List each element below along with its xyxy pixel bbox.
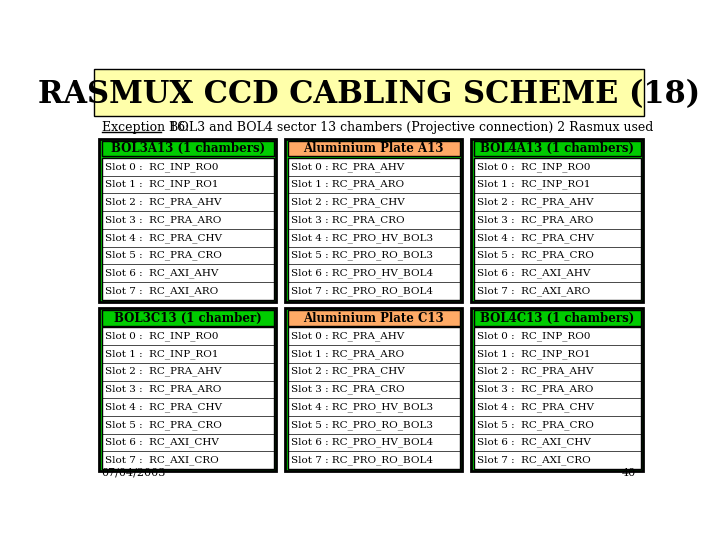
Text: Slot 3 :  RC_PRA_ARO: Slot 3 : RC_PRA_ARO <box>104 384 221 394</box>
Text: Aluminium Plate C13: Aluminium Plate C13 <box>303 312 444 325</box>
Text: Slot 4 :  RC_PRA_CHV: Slot 4 : RC_PRA_CHV <box>477 402 594 412</box>
FancyBboxPatch shape <box>474 141 641 157</box>
Text: 07/04/2003: 07/04/2003 <box>102 468 166 478</box>
Text: BOL4A13 (1 chambers): BOL4A13 (1 chambers) <box>480 142 634 155</box>
Text: Slot 1 : RC_PRA_ARO: Slot 1 : RC_PRA_ARO <box>291 180 404 190</box>
Text: Slot 5 : RC_PRO_RO_BOL3: Slot 5 : RC_PRO_RO_BOL3 <box>291 251 433 260</box>
Text: Slot 0 :  RC_INP_RO0: Slot 0 : RC_INP_RO0 <box>104 332 218 341</box>
FancyBboxPatch shape <box>102 158 274 300</box>
Text: Slot 4 : RC_PRO_HV_BOL3: Slot 4 : RC_PRO_HV_BOL3 <box>291 233 433 242</box>
Text: Slot 2 :  RC_PRA_AHV: Slot 2 : RC_PRA_AHV <box>104 198 221 207</box>
Text: BOL3C13 (1 chamber): BOL3C13 (1 chamber) <box>114 312 261 325</box>
FancyBboxPatch shape <box>474 327 641 469</box>
Text: Slot 0 :  RC_INP_RO0: Slot 0 : RC_INP_RO0 <box>477 162 590 172</box>
Text: Slot 3 :  RC_PRA_ARO: Slot 3 : RC_PRA_ARO <box>477 215 593 225</box>
FancyBboxPatch shape <box>287 310 459 326</box>
FancyBboxPatch shape <box>102 310 274 326</box>
Text: Slot 0 :  RC_INP_RO0: Slot 0 : RC_INP_RO0 <box>477 332 590 341</box>
Text: Slot 0 : RC_PRA_AHV: Slot 0 : RC_PRA_AHV <box>291 332 404 341</box>
Text: Slot 5 :  RC_PRA_CRO: Slot 5 : RC_PRA_CRO <box>477 251 593 260</box>
Text: Slot 7 :  RC_AXI_ARO: Slot 7 : RC_AXI_ARO <box>104 286 218 295</box>
FancyBboxPatch shape <box>102 327 274 469</box>
Text: Slot 4 :  RC_PRA_CHV: Slot 4 : RC_PRA_CHV <box>104 233 222 242</box>
FancyBboxPatch shape <box>474 310 641 326</box>
Text: Slot 0 : RC_PRA_AHV: Slot 0 : RC_PRA_AHV <box>291 162 404 172</box>
Text: Slot 5 :  RC_PRA_CRO: Slot 5 : RC_PRA_CRO <box>104 251 222 260</box>
Text: Slot 1 :  RC_INP_RO1: Slot 1 : RC_INP_RO1 <box>104 349 218 359</box>
FancyBboxPatch shape <box>102 141 274 157</box>
Text: Slot 2 :  RC_PRA_AHV: Slot 2 : RC_PRA_AHV <box>477 367 593 376</box>
FancyBboxPatch shape <box>94 69 644 117</box>
Text: Slot 4 :  RC_PRA_CHV: Slot 4 : RC_PRA_CHV <box>477 233 594 242</box>
Text: Slot 2 :  RC_PRA_AHV: Slot 2 : RC_PRA_AHV <box>104 367 221 376</box>
Text: Slot 6 : RC_PRO_HV_BOL4: Slot 6 : RC_PRO_HV_BOL4 <box>291 268 433 278</box>
Text: Aluminium Plate A13: Aluminium Plate A13 <box>303 142 444 155</box>
Text: Slot 1 : RC_PRA_ARO: Slot 1 : RC_PRA_ARO <box>291 349 404 359</box>
Text: Slot 3 :  RC_PRA_ARO: Slot 3 : RC_PRA_ARO <box>477 384 593 394</box>
Text: Slot 6 :  RC_AXI_AHV: Slot 6 : RC_AXI_AHV <box>104 268 218 278</box>
FancyBboxPatch shape <box>287 141 459 157</box>
Text: Slot 4 :  RC_PRA_CHV: Slot 4 : RC_PRA_CHV <box>104 402 222 412</box>
Text: Slot 7 :  RC_AXI_CRO: Slot 7 : RC_AXI_CRO <box>104 455 218 465</box>
Text: RASMUX CCD CABLING SCHEME (18): RASMUX CCD CABLING SCHEME (18) <box>38 78 700 110</box>
Text: Slot 6 :  RC_AXI_AHV: Slot 6 : RC_AXI_AHV <box>477 268 590 278</box>
FancyBboxPatch shape <box>285 139 462 302</box>
Text: Slot 1 :  RC_INP_RO1: Slot 1 : RC_INP_RO1 <box>477 180 590 190</box>
FancyBboxPatch shape <box>287 327 459 469</box>
FancyBboxPatch shape <box>285 308 462 471</box>
Text: Slot 6 :  RC_AXI_CHV: Slot 6 : RC_AXI_CHV <box>477 437 590 447</box>
FancyBboxPatch shape <box>474 158 641 300</box>
Text: Slot 3 :  RC_PRA_ARO: Slot 3 : RC_PRA_ARO <box>104 215 221 225</box>
Text: Slot 5 :  RC_PRA_CRO: Slot 5 : RC_PRA_CRO <box>104 420 222 430</box>
Text: Slot 2 : RC_PRA_CHV: Slot 2 : RC_PRA_CHV <box>291 367 405 376</box>
Text: Slot 4 : RC_PRO_HV_BOL3: Slot 4 : RC_PRO_HV_BOL3 <box>291 402 433 412</box>
FancyBboxPatch shape <box>287 158 459 300</box>
Text: BOL3A13 (1 chambers): BOL3A13 (1 chambers) <box>111 142 265 155</box>
Text: Slot 0 :  RC_INP_RO0: Slot 0 : RC_INP_RO0 <box>104 162 218 172</box>
Text: Slot 7 :  RC_AXI_ARO: Slot 7 : RC_AXI_ARO <box>477 286 590 295</box>
Text: BOL4C13 (1 chambers): BOL4C13 (1 chambers) <box>480 312 634 325</box>
FancyBboxPatch shape <box>99 139 276 302</box>
Text: Slot 5 : RC_PRO_RO_BOL3: Slot 5 : RC_PRO_RO_BOL3 <box>291 420 433 430</box>
Text: 40: 40 <box>622 468 636 478</box>
Text: Slot 3 : RC_PRA_CRO: Slot 3 : RC_PRA_CRO <box>291 384 405 394</box>
Text: Slot 3 : RC_PRA_CRO: Slot 3 : RC_PRA_CRO <box>291 215 405 225</box>
Text: BOL3 and BOL4 sector 13 chambers (Projective connection) 2 Rasmux used: BOL3 and BOL4 sector 13 chambers (Projec… <box>161 122 653 134</box>
Text: Slot 5 :  RC_PRA_CRO: Slot 5 : RC_PRA_CRO <box>477 420 593 430</box>
Text: Exception 16:: Exception 16: <box>102 122 189 134</box>
Text: Slot 6 :  RC_AXI_CHV: Slot 6 : RC_AXI_CHV <box>104 437 219 447</box>
FancyBboxPatch shape <box>472 139 644 302</box>
FancyBboxPatch shape <box>472 308 644 471</box>
Text: Slot 1 :  RC_INP_RO1: Slot 1 : RC_INP_RO1 <box>477 349 590 359</box>
Text: Slot 2 :  RC_PRA_AHV: Slot 2 : RC_PRA_AHV <box>477 198 593 207</box>
Text: Slot 2 : RC_PRA_CHV: Slot 2 : RC_PRA_CHV <box>291 198 405 207</box>
Text: Slot 6 : RC_PRO_HV_BOL4: Slot 6 : RC_PRO_HV_BOL4 <box>291 437 433 447</box>
Text: Slot 7 :  RC_AXI_CRO: Slot 7 : RC_AXI_CRO <box>477 455 590 465</box>
Text: Slot 7 : RC_PRO_RO_BOL4: Slot 7 : RC_PRO_RO_BOL4 <box>291 286 433 295</box>
Text: Slot 1 :  RC_INP_RO1: Slot 1 : RC_INP_RO1 <box>104 180 218 190</box>
Text: Slot 7 : RC_PRO_RO_BOL4: Slot 7 : RC_PRO_RO_BOL4 <box>291 455 433 465</box>
FancyBboxPatch shape <box>99 308 276 471</box>
